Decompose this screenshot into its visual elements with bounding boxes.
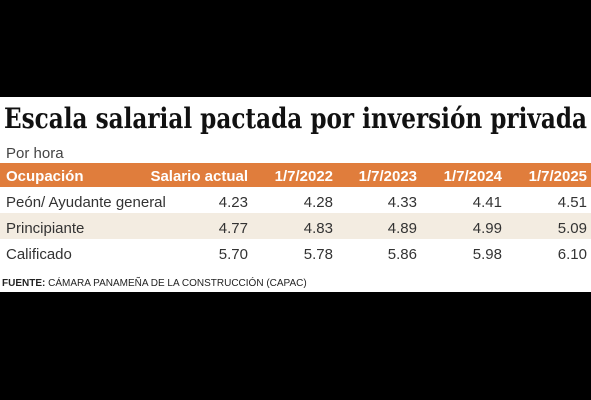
cell: 4.99	[473, 220, 502, 237]
cell: 5.78	[304, 246, 333, 263]
column-header: 1/7/2024	[444, 168, 503, 185]
row-label: Principiante	[6, 220, 84, 237]
footer-text: CÁMARA PANAMEÑA DE LA CONSTRUCCIÓN (CAPA…	[48, 276, 307, 289]
title: Escala salarial pactada por inversión pr…	[4, 102, 587, 135]
footer-label: FUENTE:	[2, 278, 45, 289]
cell: 4.23	[219, 194, 248, 211]
cell: 5.86	[388, 246, 417, 263]
cell: 5.70	[219, 246, 248, 263]
cell: 4.77	[219, 220, 248, 237]
cell: 4.83	[304, 220, 333, 237]
column-header: 1/7/2025	[529, 168, 587, 185]
header-row	[0, 163, 591, 187]
cell: 4.28	[304, 194, 333, 211]
cell: 4.89	[388, 220, 417, 237]
row-label: Calificado	[6, 246, 72, 263]
cell: 6.10	[558, 246, 587, 263]
cell: 4.33	[388, 194, 417, 211]
column-header: 1/7/2023	[359, 168, 417, 185]
cell: 5.09	[558, 220, 587, 237]
subtitle: Por hora	[6, 145, 64, 162]
row-band	[0, 213, 591, 239]
cell: 4.41	[473, 194, 502, 211]
column-header: Salario actual	[150, 168, 248, 185]
column-header: Ocupación	[6, 168, 84, 185]
panel	[0, 97, 591, 292]
column-header: 1/7/2022	[275, 168, 333, 185]
row-label: Peón/ Ayudante general	[6, 194, 166, 211]
footer: FUENTE: CÁMARA PANAMEÑA DE LA CONSTRUCCI…	[2, 276, 307, 289]
cell: 5.98	[473, 246, 502, 263]
cell: 4.51	[558, 194, 587, 211]
